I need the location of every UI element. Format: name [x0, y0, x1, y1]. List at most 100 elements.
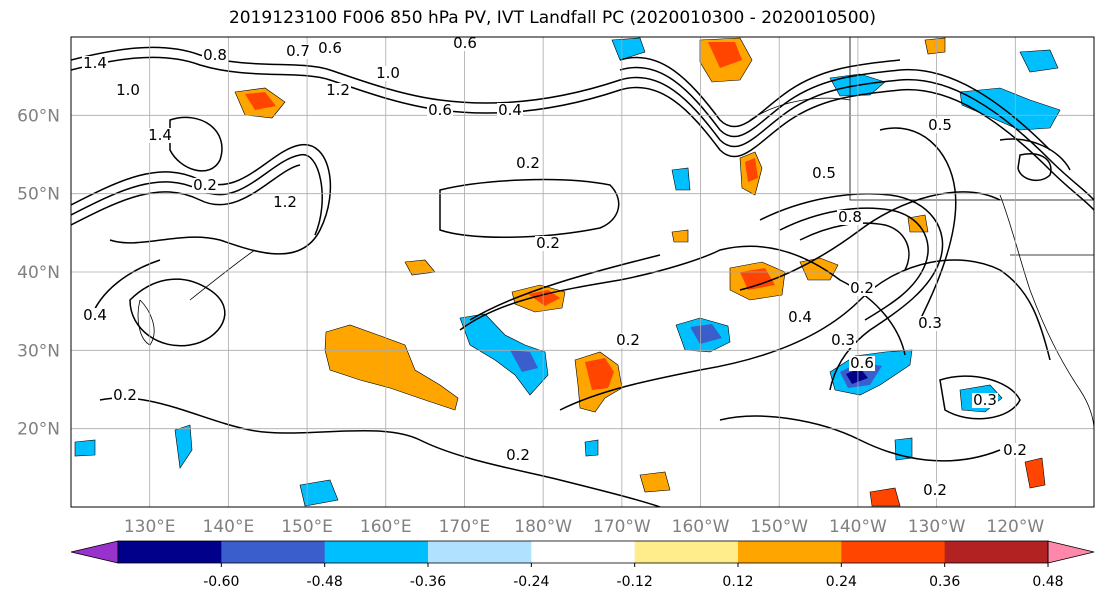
anomaly-patch — [1019, 49, 1059, 73]
contour-label-bg — [325, 83, 351, 98]
colorbar-tick-label: -0.24 — [513, 574, 549, 590]
contour-label: 0.2 — [1003, 441, 1027, 459]
contour-label-bg — [1002, 443, 1028, 458]
contour-label-bg — [811, 166, 837, 181]
contour-label: 0.3 — [973, 391, 997, 409]
contour-label-bg — [452, 36, 478, 51]
contour-label-bg — [830, 333, 856, 348]
anomaly-patch — [528, 290, 560, 306]
contour-label-bg — [787, 310, 813, 325]
anomaly-patch — [924, 37, 946, 55]
colorbar-bin — [738, 541, 842, 563]
contour-label: 0.2 — [506, 446, 530, 464]
lon-tick-label: 170°W — [593, 517, 651, 537]
colorbar-bin — [118, 541, 222, 563]
anomaly-patch — [510, 350, 538, 372]
anomaly-patch — [245, 92, 276, 110]
anomaly-patch — [671, 229, 689, 243]
contour-label: 1.4 — [83, 54, 107, 72]
contour-line — [739, 191, 1001, 291]
anomaly-patch — [708, 42, 742, 68]
anomaly-patch — [745, 158, 758, 182]
contour-label-bg — [927, 118, 953, 133]
colorbar: -0.60 -0.48 -0.36 -0.24 -0.12 0.12 0.24 0.36 0.4… — [70, 540, 1095, 590]
anomaly-patch — [671, 167, 691, 191]
contour-label-bg — [317, 41, 343, 56]
contour-label: 0.4 — [83, 306, 107, 324]
contour-label: 0.4 — [788, 308, 812, 326]
contour-label: 0.7 — [286, 42, 310, 60]
anomaly-patch — [690, 324, 722, 344]
contour-label: 0.5 — [928, 116, 952, 134]
contour-label-bg — [849, 356, 875, 371]
anomaly-patch — [324, 324, 459, 411]
lon-tick-label: 140°E — [203, 517, 255, 537]
contour-line — [879, 127, 957, 321]
lon-tick-label: 180°W — [514, 517, 572, 537]
shaded-anomalies — [74, 37, 1061, 507]
lat-tick-label: 40°N — [17, 263, 60, 283]
coastlines — [137, 37, 1094, 431]
colorbar-tick-label: 0.48 — [1032, 574, 1063, 590]
longitude-labels: 130°E 140°E 150°E 160°E 170°E 180°W 170°W 160°W… — [124, 517, 1045, 537]
contour-label-bg — [147, 128, 173, 143]
contour-line — [439, 178, 620, 239]
contour-line — [619, 66, 1051, 151]
contour-line — [129, 278, 226, 347]
contour-line — [799, 222, 910, 271]
colorbar-extend-high — [1047, 540, 1095, 564]
contour-label: 0.6 — [850, 354, 874, 372]
anomaly-patch — [611, 37, 646, 61]
contour-line — [71, 56, 1094, 211]
contour-line — [71, 46, 1094, 201]
anomaly-patch — [740, 268, 775, 290]
contour-label-bg — [497, 103, 523, 118]
colorbar-bin — [634, 541, 739, 563]
colorbar-extend-low — [70, 540, 119, 564]
colorbar-tick-label: 0.24 — [826, 574, 857, 590]
lon-tick-label: 160°W — [672, 517, 730, 537]
contour-line — [71, 164, 301, 226]
anomaly-patch — [404, 259, 436, 276]
contour-label-bg — [837, 210, 863, 225]
contour-labels: 0.6 0.6 0.7 1.0 1.4 1.0 0.8 1.2 0.6 0.4 0.2 0.2 0.2 0… — [82, 34, 1028, 499]
anomaly-patch — [459, 313, 549, 396]
anomaly-patch — [174, 424, 193, 469]
coastline — [999, 194, 1094, 431]
colorbar-tick-label: 0.12 — [722, 574, 753, 590]
contour-label-bg — [375, 66, 401, 81]
contour-label: 0.2 — [923, 481, 947, 499]
contour-line — [939, 375, 1021, 420]
contour-label: 0.2 — [616, 331, 640, 349]
latitude-labels: 20°N 30°N 40°N 50°N 60°N — [17, 106, 60, 439]
contour-label-bg — [972, 393, 998, 408]
colorbar-tick-label: 0.36 — [929, 574, 960, 590]
contour-label-bg — [192, 178, 218, 193]
contour-label: 0.3 — [831, 331, 855, 349]
lon-tick-label: 150°W — [750, 517, 808, 537]
lat-tick-label: 30°N — [17, 341, 60, 361]
lon-tick-label: 140°W — [829, 517, 887, 537]
contour-label: 1.2 — [273, 193, 297, 211]
anomaly-patch — [959, 87, 1061, 131]
contour-label-bg — [922, 483, 948, 498]
colorbar-frame — [117, 540, 1049, 564]
map-title: 2019123100 F006 850 hPa PV, IVT Landfall… — [228, 8, 876, 28]
contour-line — [759, 192, 944, 391]
contour-label-bg — [115, 83, 141, 98]
anomaly-patch — [846, 368, 868, 384]
anomaly-patch — [639, 471, 671, 493]
colorbar-bin — [428, 541, 532, 563]
contour-label-bg — [917, 316, 943, 331]
anomaly-patch — [584, 439, 599, 457]
contour-label-bg — [615, 333, 641, 348]
contour-label-bg — [505, 448, 531, 463]
anomaly-patch — [585, 358, 614, 390]
anomaly-patch — [869, 487, 901, 507]
contour-line — [469, 254, 661, 321]
map-frame — [70, 36, 1095, 508]
contour-label: 0.6 — [428, 101, 452, 119]
lon-tick-label: 150°E — [281, 517, 333, 537]
lon-tick-label: 130°E — [124, 517, 176, 537]
